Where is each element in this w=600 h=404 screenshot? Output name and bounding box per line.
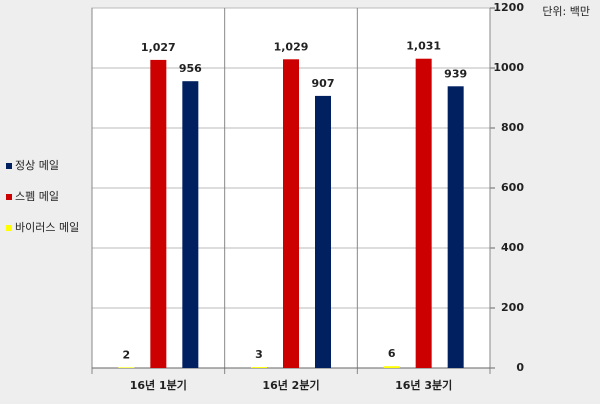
x-tick-label: 16년 2분기 [262,378,319,392]
data-label: 956 [179,62,202,75]
legend-swatch [6,163,12,169]
bar [182,81,199,368]
y-tick-label: 0 [516,361,524,374]
data-label: 6 [388,347,396,360]
legend-swatch [6,225,12,231]
x-tick-label: 16년 1분기 [130,378,187,392]
data-label: 1,027 [141,41,176,54]
legend-swatch [6,194,12,200]
bar [415,58,432,368]
data-label: 939 [444,67,467,80]
unit-label: 단위: 백만 [542,5,590,18]
bar [315,95,331,369]
legend-label: 정상 메일 [15,158,59,172]
data-label: 1,029 [274,40,309,53]
y-tick-label: 1000 [493,61,524,74]
legend-label: 바이러스 메일 [15,220,79,234]
bar [118,367,135,368]
data-label: 1,031 [406,40,441,53]
legend-label: 스펨 메일 [15,189,59,203]
bar [283,59,299,369]
y-tick-label: 1200 [493,1,524,14]
data-label: 907 [312,77,335,90]
bar [383,366,400,368]
data-label: 3 [255,348,263,361]
data-label: 2 [123,348,131,361]
y-tick-label: 200 [501,301,524,314]
x-tick-label: 16년 3분기 [395,378,452,392]
bar [251,367,267,368]
y-tick-label: 400 [501,241,524,254]
y-tick-label: 800 [501,121,524,134]
bar [150,59,167,369]
y-tick-label: 600 [501,181,524,194]
bar [447,86,464,369]
